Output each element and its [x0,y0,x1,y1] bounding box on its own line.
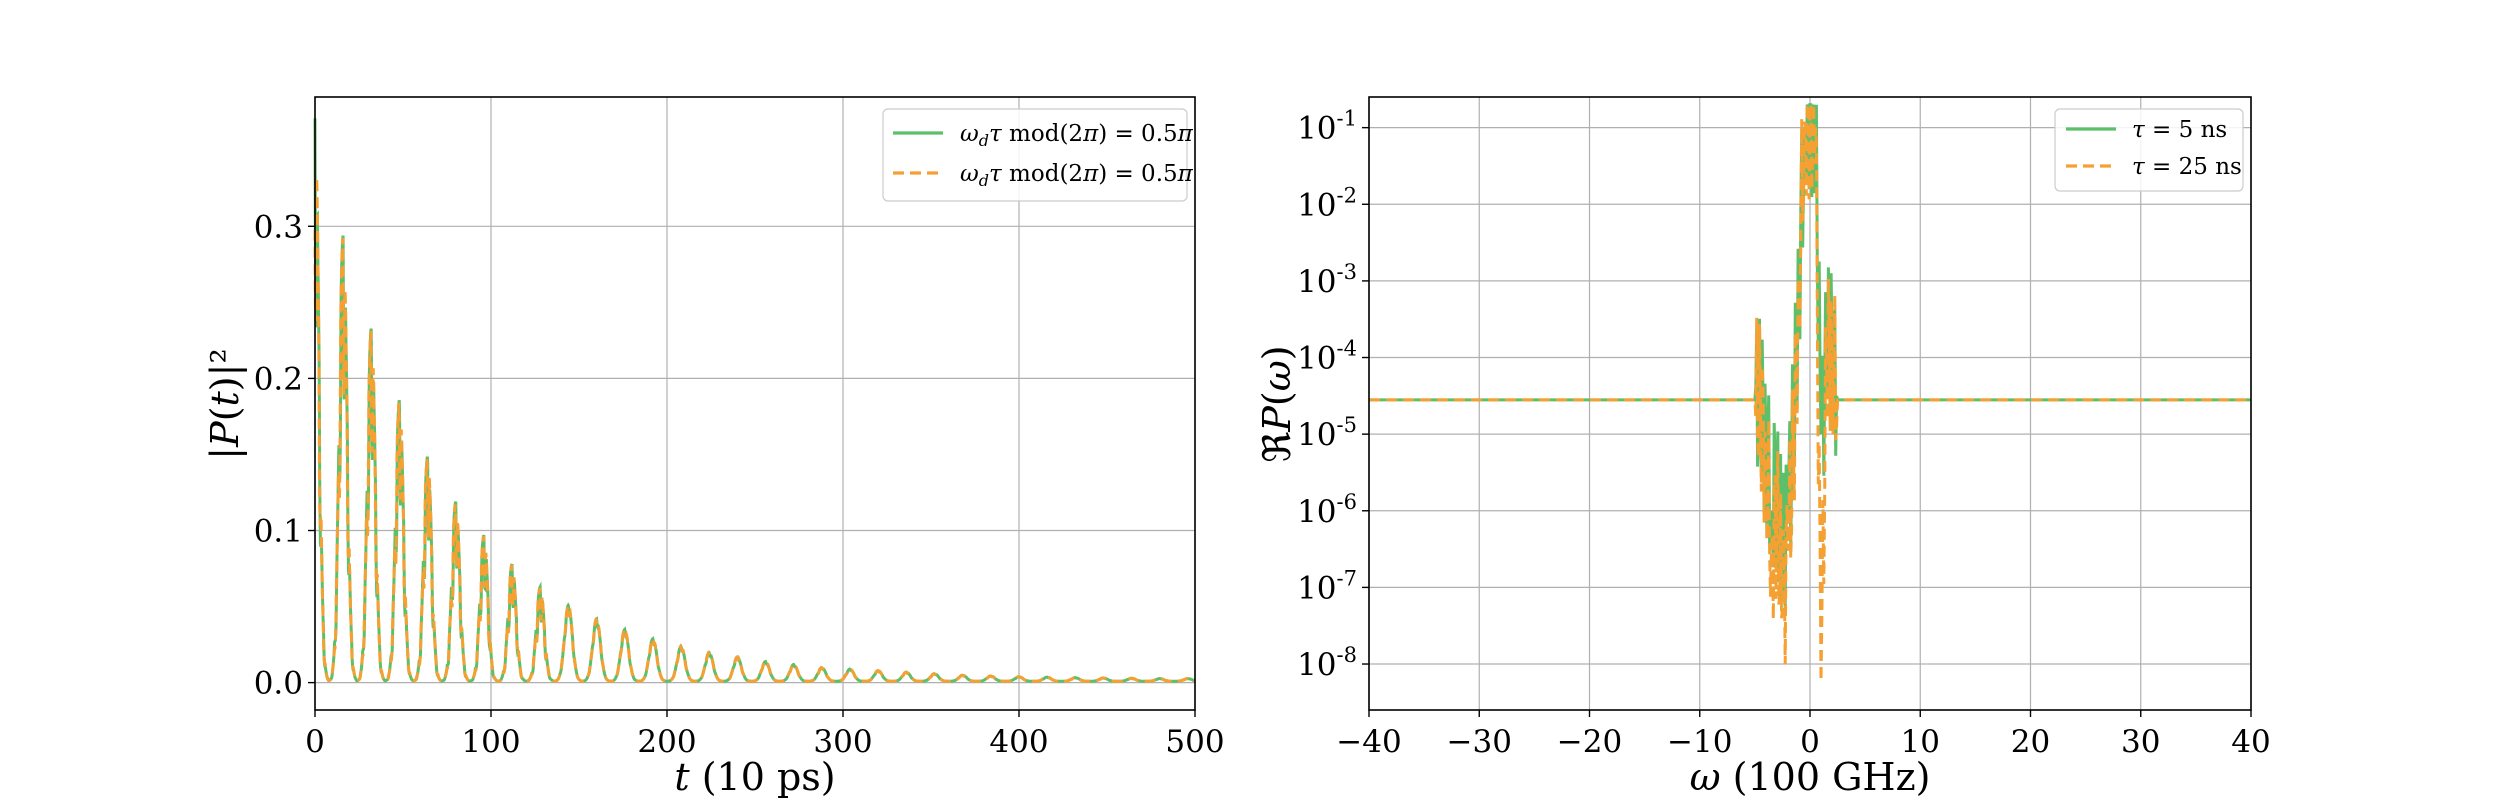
left-x-tick-label: 300 [813,724,872,760]
left-series-green [313,118,1196,683]
right-y-tick-label: 10-3 [1297,260,1357,300]
left-x-tick-label: 100 [461,724,520,760]
right-y-tick-label: 10-1 [1297,107,1357,147]
left-legend-label-2: ωdτ mod(2π) = 0.5π [960,161,1194,190]
left-y-tick-label: 0.0 [254,666,303,702]
left-y-tick-label: 0.2 [254,361,303,397]
right-x-tick-label: 30 [2121,724,2160,760]
right-x-tick-label: 40 [2231,724,2270,760]
right-chart: −40 −30 −20 −10 0 10 20 30 40 10-110-210-310-410… [1255,96,2271,799]
right-y-tick-label: 10-5 [1297,413,1357,453]
left-y-axis-label: |P(t)|² [203,348,247,459]
left-x-tick-label: 400 [989,724,1048,760]
left-x-axis-label: t (10 ps) [674,755,835,799]
left-x-tick-label: 0 [305,724,325,760]
right-x-axis-label: ω (100 GHz) [1690,755,1931,799]
left-series-orange [313,177,1196,683]
right-x-tick-label: 20 [2011,724,2050,760]
right-x-tick-label: −40 [1336,724,1401,760]
left-y-tick-label: 0.1 [254,514,303,550]
left-legend: ωdτ mod(2π) = 0.5π ωdτ mod(2π) = 0.5π [882,108,1194,202]
left-legend-label-1: ωdτ mod(2π) = 0.5π [960,121,1194,150]
right-line-orange [1369,103,2251,682]
right-x-tick-label: 10 [1901,724,1940,760]
right-y-axis-label: ℜP(ω) [1255,345,1299,462]
right-legend: τ = 5 ns τ = 25 ns [2054,108,2244,192]
right-y-tick-label: 10-2 [1297,183,1357,223]
right-x-ticks: −40 −30 −20 −10 0 10 20 30 40 [1336,710,2271,760]
left-y-tick-label: 0.3 [254,209,303,245]
left-y-ticks: 0.0 0.1 0.2 0.3 [254,209,315,702]
left-legend-box [882,108,1188,202]
left-line-orange [313,177,1196,683]
right-legend-label-1: τ = 5 ns [2132,117,2227,143]
right-x-tick-label: −30 [1447,724,1512,760]
right-y-tick-label: 10-4 [1297,337,1357,377]
right-y-ticks: 10-1 10-2 10-3 10-4 10-5 10-6 10-7 10-8 [1297,107,1369,683]
right-y-tick-label: 10-6 [1297,490,1357,530]
left-chart: 0 100 200 300 400 500 0.00.10.20.3 t (10 ps) … [203,96,1225,799]
right-y-tick-label: 10-7 [1297,566,1357,606]
right-legend-label-2: τ = 25 ns [2132,154,2242,180]
right-x-tick-label: −20 [1557,724,1622,760]
right-y-tick-label: 10-8 [1297,643,1357,683]
right-x-tick-label: 0 [1800,724,1820,760]
right-x-tick-label: −10 [1667,724,1732,760]
left-x-tick-label: 200 [637,724,696,760]
left-x-tick-label: 500 [1165,724,1224,760]
left-x-ticks: 0 100 200 300 400 500 [305,710,1225,760]
left-line-green [313,118,1196,683]
right-series-orange [1369,103,2251,682]
left-plot-frame [314,96,1196,711]
